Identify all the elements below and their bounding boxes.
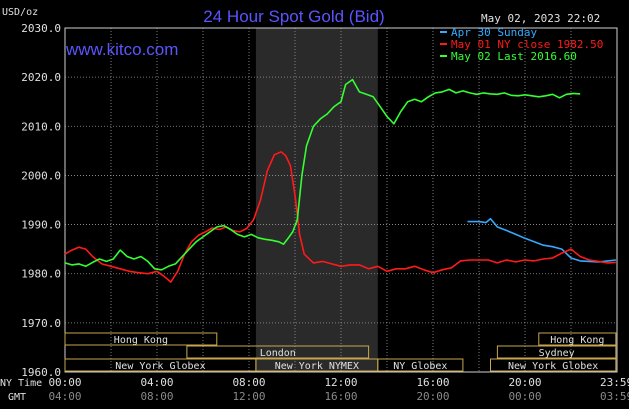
- x-axis-label-gmt: GMT: [8, 392, 26, 403]
- series-line-1: [64, 151, 616, 283]
- y-tick-label: 1990.0: [21, 219, 61, 232]
- x-tick-label-ny: 12:00: [324, 376, 357, 389]
- x-tick-label-ny: 04:00: [140, 376, 173, 389]
- y-tick-label: 1970.0: [21, 317, 61, 330]
- session-box: [64, 332, 218, 346]
- session-box: [490, 358, 617, 372]
- session-label: Sydney: [539, 348, 575, 359]
- session-label: London: [260, 348, 296, 359]
- plot-frame: [64, 27, 618, 373]
- series-line-2: [64, 78, 581, 271]
- x-tick-label-gmt: 12:00: [232, 390, 265, 403]
- x-tick-label-ny: 23:59: [600, 376, 629, 389]
- session-box: [496, 345, 617, 359]
- session-box: [377, 358, 464, 372]
- x-tick-label-ny: 00:00: [48, 376, 81, 389]
- timestamp: May 02, 2023 22:02: [481, 12, 600, 25]
- x-tick-label-gmt: 08:00: [140, 390, 173, 403]
- x-tick-label-ny: 08:00: [232, 376, 265, 389]
- watermark-text: www.kitco.com: [65, 40, 178, 59]
- nymex-shaded-region: [255, 28, 378, 372]
- legend-entry: Apr 30 Sunday: [451, 26, 537, 39]
- market-sessions: Hong Kong London New York Globex New York N…: [64, 332, 617, 372]
- y-tick-label: 2020.0: [21, 71, 61, 84]
- x-tick-label-gmt: 20:00: [416, 390, 449, 403]
- session-label: New York NYMEX: [275, 361, 359, 372]
- y-tick-label: 2000.0: [21, 169, 61, 182]
- y-axis-label: USD/oz: [2, 7, 38, 18]
- session-label: New York Globex: [508, 361, 598, 372]
- series-lines: [64, 78, 616, 283]
- session-label: Hong Kong: [114, 335, 168, 346]
- session-label: Hong Kong: [550, 335, 604, 346]
- session-label: New York Globex: [115, 361, 205, 372]
- x-axis-label-ny: NY Time: [0, 378, 42, 389]
- legend-entry: May 01 NY close 1982.50: [451, 38, 603, 51]
- x-axis-ticks: 00:0004:0008:0012:0016:0020:0023:5904:00…: [48, 376, 629, 403]
- chart-title: 24 Hour Spot Gold (Bid): [203, 7, 384, 26]
- y-tick-label: 1960.0: [21, 366, 61, 379]
- session-box: [186, 345, 370, 359]
- x-tick-label-ny: 16:00: [416, 376, 449, 389]
- x-tick-label-gmt: 03:59: [600, 390, 629, 403]
- y-tick-label: 2030.0: [21, 22, 61, 35]
- x-tick-label-gmt: 04:00: [48, 390, 81, 403]
- session-label: NY Globex: [393, 361, 447, 372]
- x-tick-label-gmt: 00:00: [508, 390, 541, 403]
- y-axis-ticks: 2030.0 2020.0 2010.0 2000.0 1990.0 1980.0 1970…: [21, 22, 61, 379]
- legend-entry: May 02 Last 2016.60: [451, 50, 577, 63]
- session-box: [538, 332, 617, 346]
- x-tick-label-ny: 20:00: [508, 376, 541, 389]
- series-line-0: [467, 217, 616, 263]
- y-tick-label: 1980.0: [21, 268, 61, 281]
- y-tick-label: 2010.0: [21, 120, 61, 133]
- x-tick-label-gmt: 16:00: [324, 390, 357, 403]
